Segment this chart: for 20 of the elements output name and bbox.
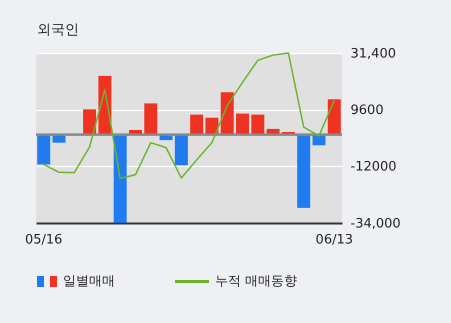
bar: [144, 103, 158, 135]
y-tick-label: -12000: [350, 159, 397, 174]
chart-title: 외국인: [37, 22, 79, 38]
bar: [174, 134, 188, 166]
bar: [114, 134, 127, 223]
y-tick-label: 9600: [350, 103, 384, 118]
x-tick-label: 06/13: [316, 232, 354, 248]
x-tick-label: 05/16: [24, 232, 62, 248]
bar: [190, 114, 204, 135]
bar: [236, 114, 250, 135]
bar: [37, 134, 50, 165]
bar: [328, 99, 341, 135]
legend-label: 누적 매매동향: [215, 273, 298, 290]
bar: [83, 109, 96, 135]
bar: [297, 134, 310, 208]
legend-label: 일별매매: [63, 273, 115, 290]
line-series: [42, 52, 336, 180]
bar: [251, 114, 264, 135]
y-tick-label: 31,400: [350, 46, 396, 62]
y-tick-label: -34,000: [350, 216, 401, 232]
